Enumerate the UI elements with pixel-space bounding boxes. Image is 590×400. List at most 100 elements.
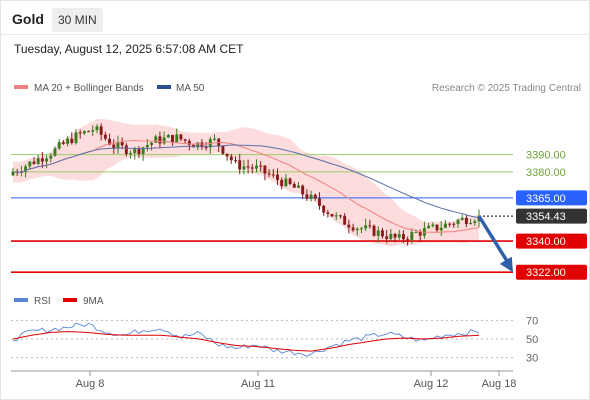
- candle-body: [460, 217, 464, 220]
- candle-body: [439, 227, 443, 231]
- candle-body: [70, 138, 74, 143]
- candle-body: [326, 212, 330, 215]
- candle-body: [234, 160, 237, 162]
- bollinger-band-area: [13, 118, 479, 247]
- candle-body: [87, 131, 91, 133]
- candle-body: [267, 173, 271, 175]
- candle-body: [95, 126, 99, 131]
- rsi-tick-50: 50: [526, 334, 538, 346]
- candle-body: [175, 134, 179, 143]
- candle-body: [145, 145, 149, 148]
- ma9-legend-label: 9MA: [83, 296, 104, 307]
- timestamp: Tuesday, August 12, 2025 6:57:08 AM CET: [14, 42, 244, 56]
- candle-body: [305, 194, 309, 199]
- candle-body: [49, 155, 53, 159]
- candle-body: [456, 219, 460, 224]
- candle-body: [452, 223, 456, 225]
- rsi-legend-label: RSI: [34, 296, 51, 307]
- candle-body: [343, 215, 347, 225]
- candle-body: [359, 228, 363, 230]
- candle-body: [250, 167, 254, 169]
- x-tick-label: Aug 11: [241, 378, 275, 390]
- candles: [11, 123, 481, 246]
- candle-body: [166, 134, 170, 138]
- candle-body: [292, 183, 296, 188]
- ma20-legend-swatch: [14, 85, 28, 89]
- price-levels: [11, 154, 513, 274]
- candle-body: [74, 132, 78, 143]
- candle-body: [225, 153, 229, 157]
- x-tick-label: Aug 8: [76, 378, 105, 390]
- moving-averages: [12, 139, 480, 233]
- candle-body: [406, 239, 410, 241]
- candle-body: [427, 225, 431, 229]
- rsi-ma9-line: [12, 331, 480, 352]
- ma50-line: [12, 144, 480, 219]
- candle-body: [242, 166, 246, 170]
- candle-body: [129, 153, 133, 155]
- candle-body: [162, 137, 166, 144]
- candle-body: [137, 148, 141, 154]
- candle-body: [229, 156, 233, 161]
- candle-body: [464, 217, 468, 224]
- candle-body: [271, 174, 275, 176]
- x-axis: Aug 8 Aug 11 Aug 12 Aug 18: [11, 370, 517, 390]
- candle-body: [364, 225, 368, 229]
- candle-body: [313, 194, 317, 199]
- level-label-3340-00: 3340.00: [526, 236, 566, 248]
- candle-body: [380, 230, 384, 237]
- candle-body: [179, 134, 183, 140]
- timeframe-badge[interactable]: 30 MIN: [52, 8, 103, 32]
- rsi-tick-30: 30: [526, 353, 538, 365]
- candle-body: [372, 225, 376, 236]
- level-badge-3340-00: [516, 233, 587, 249]
- candle-body: [263, 165, 267, 174]
- candle-body: [57, 142, 61, 149]
- symbol-title: Gold: [12, 11, 44, 27]
- x-tick-label: Aug 18: [482, 378, 517, 390]
- candle-body: [91, 130, 95, 132]
- candle-body: [28, 161, 32, 167]
- rsi-panel: 70 50 30: [11, 315, 538, 365]
- candle-body: [53, 148, 57, 156]
- candle-body: [238, 160, 242, 170]
- candle-body: [11, 171, 15, 176]
- candle-body: [317, 198, 321, 206]
- forecast-arrow-head: [499, 256, 513, 273]
- rsi-line: [12, 322, 480, 357]
- header-divider: [1, 34, 589, 35]
- candle-body: [301, 185, 305, 195]
- candle-body: [154, 136, 158, 143]
- level-label-3365-00: 3365.00: [526, 193, 566, 205]
- candle-body: [259, 165, 263, 167]
- candle-body: [448, 223, 452, 225]
- candle-body: [297, 185, 300, 188]
- candle-body: [276, 174, 279, 180]
- credit-text: Research © 2025 Trading Central: [432, 83, 581, 94]
- candle-body: [196, 142, 200, 148]
- forecast-arrow-shaft: [477, 215, 511, 266]
- candle-body: [355, 228, 359, 231]
- candle-body: [246, 166, 250, 168]
- rsi-legend-swatch: [14, 298, 28, 302]
- candle-body: [443, 223, 447, 228]
- candle-body: [103, 134, 107, 139]
- candle-body: [435, 224, 439, 231]
- candle-body: [397, 234, 401, 238]
- candle-body: [347, 224, 351, 228]
- candle-body: [473, 221, 477, 224]
- ma9-legend-swatch: [63, 298, 77, 302]
- candle-body: [334, 215, 338, 217]
- level-label-3390-00: 3390.00: [526, 150, 566, 162]
- candle-body: [431, 224, 435, 226]
- candle-body: [120, 141, 124, 146]
- candle-body: [82, 131, 86, 134]
- candle-body: [133, 148, 137, 154]
- candle-body: [183, 139, 187, 141]
- candle-body: [410, 232, 414, 240]
- candle-body: [221, 145, 225, 154]
- candle-body: [389, 233, 393, 240]
- ma50-legend-label: MA 50: [176, 83, 205, 94]
